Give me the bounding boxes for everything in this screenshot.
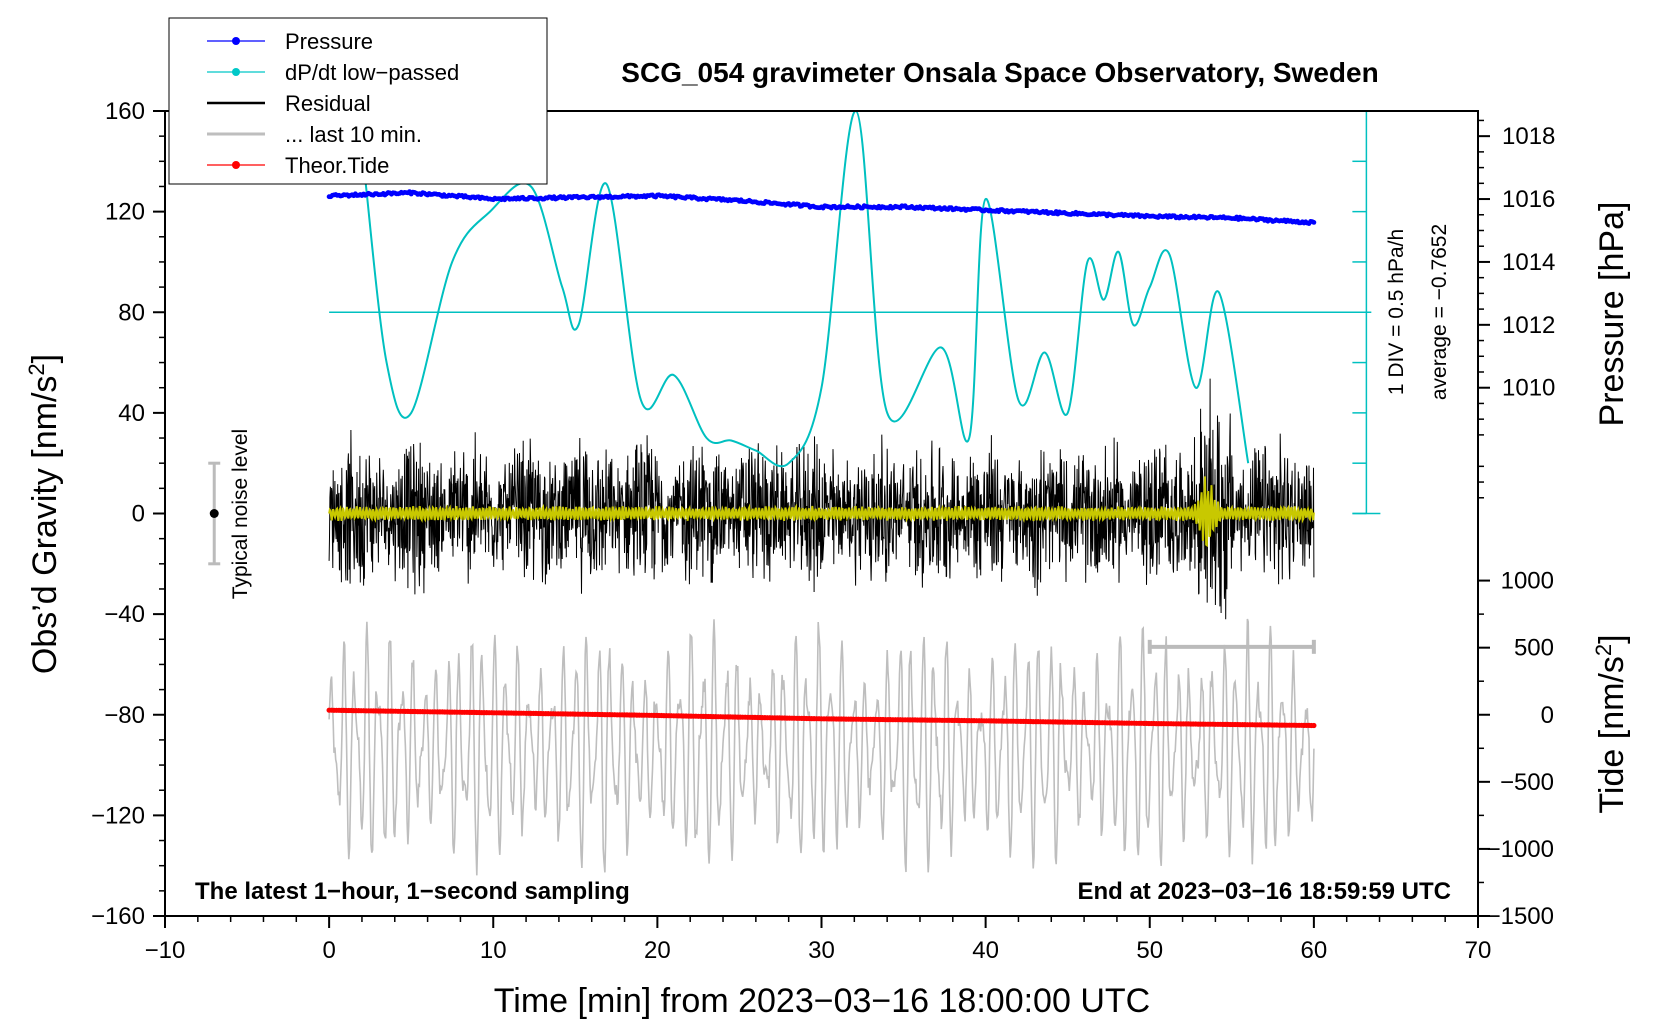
tide-axis-title-sup: 2	[1591, 644, 1616, 656]
pressure-tick-label: 1016	[1502, 186, 1555, 213]
tide-tick-label: 0	[1541, 702, 1554, 729]
y-tick-label: 160	[105, 98, 145, 125]
noise-level-label: Typical noise level	[229, 429, 252, 599]
legend-swatch-dot	[232, 37, 240, 45]
tide-tick-label: −500	[1500, 769, 1554, 796]
x-tick-label: −10	[145, 937, 186, 964]
legend-swatch-dot	[232, 161, 240, 169]
x-tick-label: 60	[1301, 937, 1328, 964]
legend-label: ... last 10 min.	[285, 122, 422, 147]
y-tick-label: 120	[105, 199, 145, 226]
x-tick-label: 40	[972, 937, 999, 964]
x-tick-label: 10	[480, 937, 507, 964]
x-axis-title: Time [min] from 2023−03−16 18:00:00 UTC	[494, 982, 1150, 1020]
last10-range-bar	[1147, 639, 1316, 654]
tide-tick-label: −1000	[1487, 836, 1554, 863]
left-axis-title: Obs’d Gravity [nm/s2]	[24, 354, 64, 674]
annotation-bottom-left: The latest 1−hour, 1−second sampling	[195, 878, 630, 905]
tide-tick-label: −1500	[1487, 903, 1554, 930]
tide-axis-title: Tide [nm/s2]	[1591, 634, 1631, 813]
pressure-tick-label: 1010	[1502, 375, 1555, 402]
tide-axis-title-main: Tide [nm/s	[1593, 656, 1631, 813]
y-tick-label: 0	[132, 501, 145, 528]
residual-series	[328, 378, 1315, 620]
left-y-axis: −160 −120 −80 −40 0 40 80 120 160	[91, 98, 165, 930]
pressure-tick-label: 1018	[1502, 123, 1555, 150]
legend-label: Residual	[285, 91, 371, 116]
pressure-tick-label: 1014	[1502, 249, 1555, 276]
x-tick-label: 30	[808, 937, 835, 964]
tide-tick-label: 1000	[1501, 568, 1554, 595]
noise-bar	[208, 461, 221, 566]
y-tick-label: −40	[104, 601, 145, 628]
legend-box	[168, 17, 548, 185]
y-tick-label: −160	[91, 903, 145, 930]
yellow-line	[328, 476, 1315, 548]
last10-line	[328, 618, 1315, 876]
tide-y-axis: −1500 −1000 −500 0 500 1000	[1478, 568, 1554, 930]
dpdt-div-note: 1 DIV = 0.5 hPa/h	[1385, 229, 1408, 395]
residual-line	[328, 378, 1315, 620]
yellow-trace	[328, 476, 1315, 548]
pressure-point	[1311, 220, 1317, 225]
legend: Pressure dP/dt low−passed Residual ... last…	[168, 17, 548, 185]
y-tick-label: 80	[118, 299, 145, 326]
left-axis-title-sup: 2	[24, 363, 49, 375]
legend-label: Theor.Tide	[285, 153, 389, 178]
dpdt-series	[329, 111, 1372, 468]
x-tick-label: 70	[1465, 937, 1492, 964]
legend-swatch-dot	[232, 68, 240, 76]
left-axis-title-close: ]	[26, 354, 64, 363]
annotation-bottom-right: End at 2023−03−16 18:59:59 UTC	[1077, 878, 1451, 905]
x-tick-label: 20	[644, 937, 671, 964]
left-axis-title-main: Obs’d Gravity [nm/s	[26, 376, 64, 675]
pressure-series	[326, 189, 1317, 227]
tide-point	[1311, 722, 1317, 729]
y-tick-label: −80	[104, 702, 145, 729]
x-axis: −10 0 10 20 30 40 50 60 70	[145, 916, 1492, 964]
chart-title: SCG_054 gravimeter Onsala Space Observat…	[621, 57, 1378, 88]
tide-tick-label: 500	[1514, 635, 1554, 662]
tide-series	[326, 707, 1317, 729]
dpdt-average-note: average = −0.7652	[1428, 224, 1451, 400]
noise-bar-center-dot	[209, 509, 219, 518]
y-tick-label: 40	[118, 400, 145, 427]
y-tick-label: −120	[91, 802, 145, 829]
pressure-y-axis: 1010 1012 1014 1016 1018	[1478, 119, 1555, 499]
dpdt-scale-axis	[1352, 110, 1381, 515]
pressure-axis-title: Pressure [hPa]	[1593, 202, 1631, 427]
legend-label: dP/dt low−passed	[285, 60, 459, 85]
dpdt-line	[364, 111, 1250, 468]
tide-axis-title-close: ]	[1593, 634, 1631, 643]
x-tick-label: 50	[1136, 937, 1163, 964]
x-tick-label: 0	[322, 937, 335, 964]
pressure-tick-label: 1012	[1502, 312, 1555, 339]
last10-series	[328, 618, 1315, 876]
legend-label: Pressure	[285, 29, 373, 54]
